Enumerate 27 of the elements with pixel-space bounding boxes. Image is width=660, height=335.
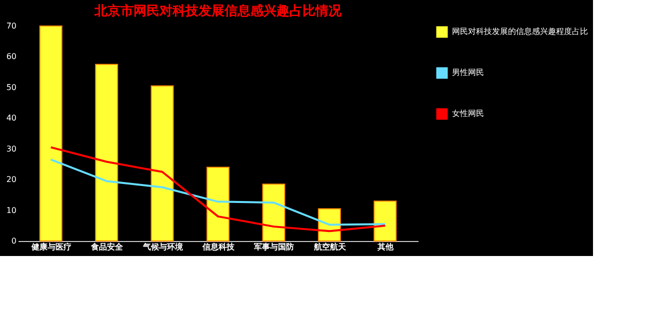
x-tick-label: 其他 (376, 242, 395, 252)
y-tick-label: 20 (6, 175, 16, 184)
y-tick-label: 10 (6, 206, 16, 215)
x-tick-label: 气候与环境 (142, 242, 184, 252)
x-tick-label: 食品安全 (90, 242, 124, 252)
legend-label: 女性网民 (452, 109, 484, 118)
bar (262, 184, 286, 242)
line-series (50, 158, 386, 226)
bar (150, 85, 174, 242)
bar (95, 64, 118, 242)
bar (39, 26, 62, 242)
bar (374, 200, 397, 242)
y-tick-label: 0 (11, 236, 16, 246)
chart-title: 北京市网民对科技发展信息感兴趣占比情况 (94, 3, 342, 19)
x-tick-label: 军事与国防 (254, 242, 294, 252)
bar (206, 166, 230, 242)
line-series (50, 146, 386, 232)
x-tick-label: 信息科技 (202, 242, 236, 252)
y-tick-label: 60 (6, 52, 16, 62)
y-tick-label: 30 (6, 144, 16, 154)
y-tick-label: 70 (6, 22, 16, 30)
legend-label: 网民对科技发展的信息感兴趣程度占比 (452, 27, 588, 36)
x-tick-label: 航空航天 (312, 242, 347, 252)
x-tick-label: 健康与医疗 (30, 242, 72, 252)
y-tick-label: 40 (6, 114, 16, 123)
y-tick-label: 50 (6, 82, 16, 92)
legend-label: 男性网民 (452, 68, 484, 77)
